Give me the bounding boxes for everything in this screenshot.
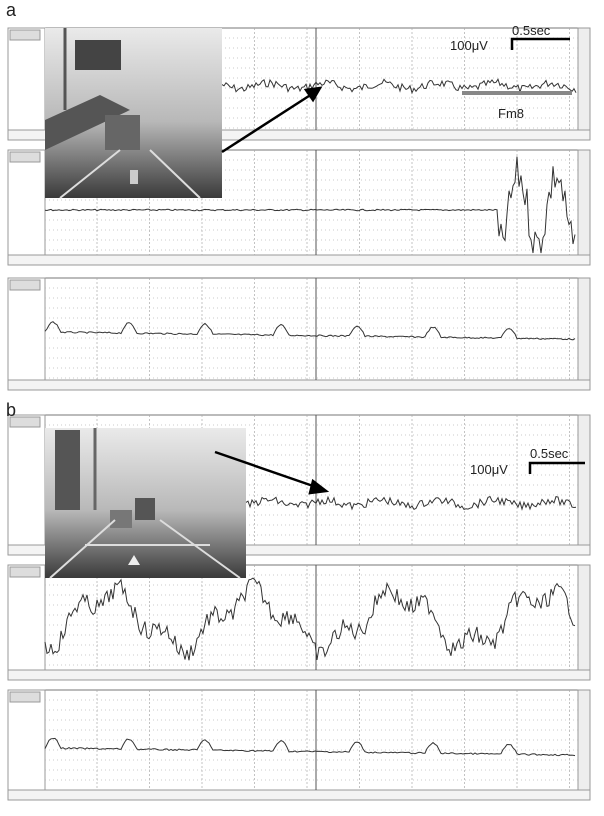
scrollbar <box>7 129 591 141</box>
scrollbar <box>7 789 591 801</box>
channel-column <box>7 149 46 256</box>
channel-tag <box>9 29 41 41</box>
photo <box>45 428 246 579</box>
channel-column <box>7 414 46 546</box>
scale-bar: 0.5sec 100μV Fm8 <box>450 23 572 121</box>
annotation: Fm8 <box>498 106 524 121</box>
channel-tag <box>9 416 41 428</box>
scrollbar <box>577 277 591 381</box>
channel-column <box>7 689 46 791</box>
arrow <box>214 86 330 495</box>
time-scale: 0.5sec <box>530 446 569 461</box>
time-scale: 0.5sec <box>512 23 551 38</box>
scale-bar: 0.5sec 100μV <box>470 446 585 477</box>
channel-tag <box>9 151 41 163</box>
scrollbar <box>577 414 591 546</box>
amplitude-scale: 100μV <box>470 462 508 477</box>
scrollbar <box>577 689 591 791</box>
eeg-trace <box>44 156 576 254</box>
channel-tag <box>9 691 41 703</box>
eeg-trace <box>44 577 576 661</box>
scrollbar <box>7 254 591 266</box>
channel-column <box>7 277 46 381</box>
scrollbar <box>7 669 591 681</box>
eeg-trace <box>245 495 577 511</box>
channel-column <box>7 564 46 671</box>
channel-tag <box>9 279 41 291</box>
scrollbar <box>577 27 591 131</box>
photo <box>45 28 222 199</box>
channel-tag <box>9 566 41 578</box>
panel-label: b <box>6 400 16 420</box>
panel-label: a <box>6 0 17 20</box>
scrollbar <box>7 544 591 556</box>
eeg-trace <box>221 78 577 95</box>
channel-column <box>7 27 46 131</box>
eeg-trace <box>44 737 576 757</box>
window-frame <box>7 689 591 801</box>
scrollbar <box>577 149 591 256</box>
window-frame <box>7 277 591 391</box>
scrollbar <box>7 379 591 391</box>
amplitude-scale: 100μV <box>450 38 488 53</box>
scrollbar <box>577 564 591 671</box>
eeg-trace <box>44 321 576 341</box>
